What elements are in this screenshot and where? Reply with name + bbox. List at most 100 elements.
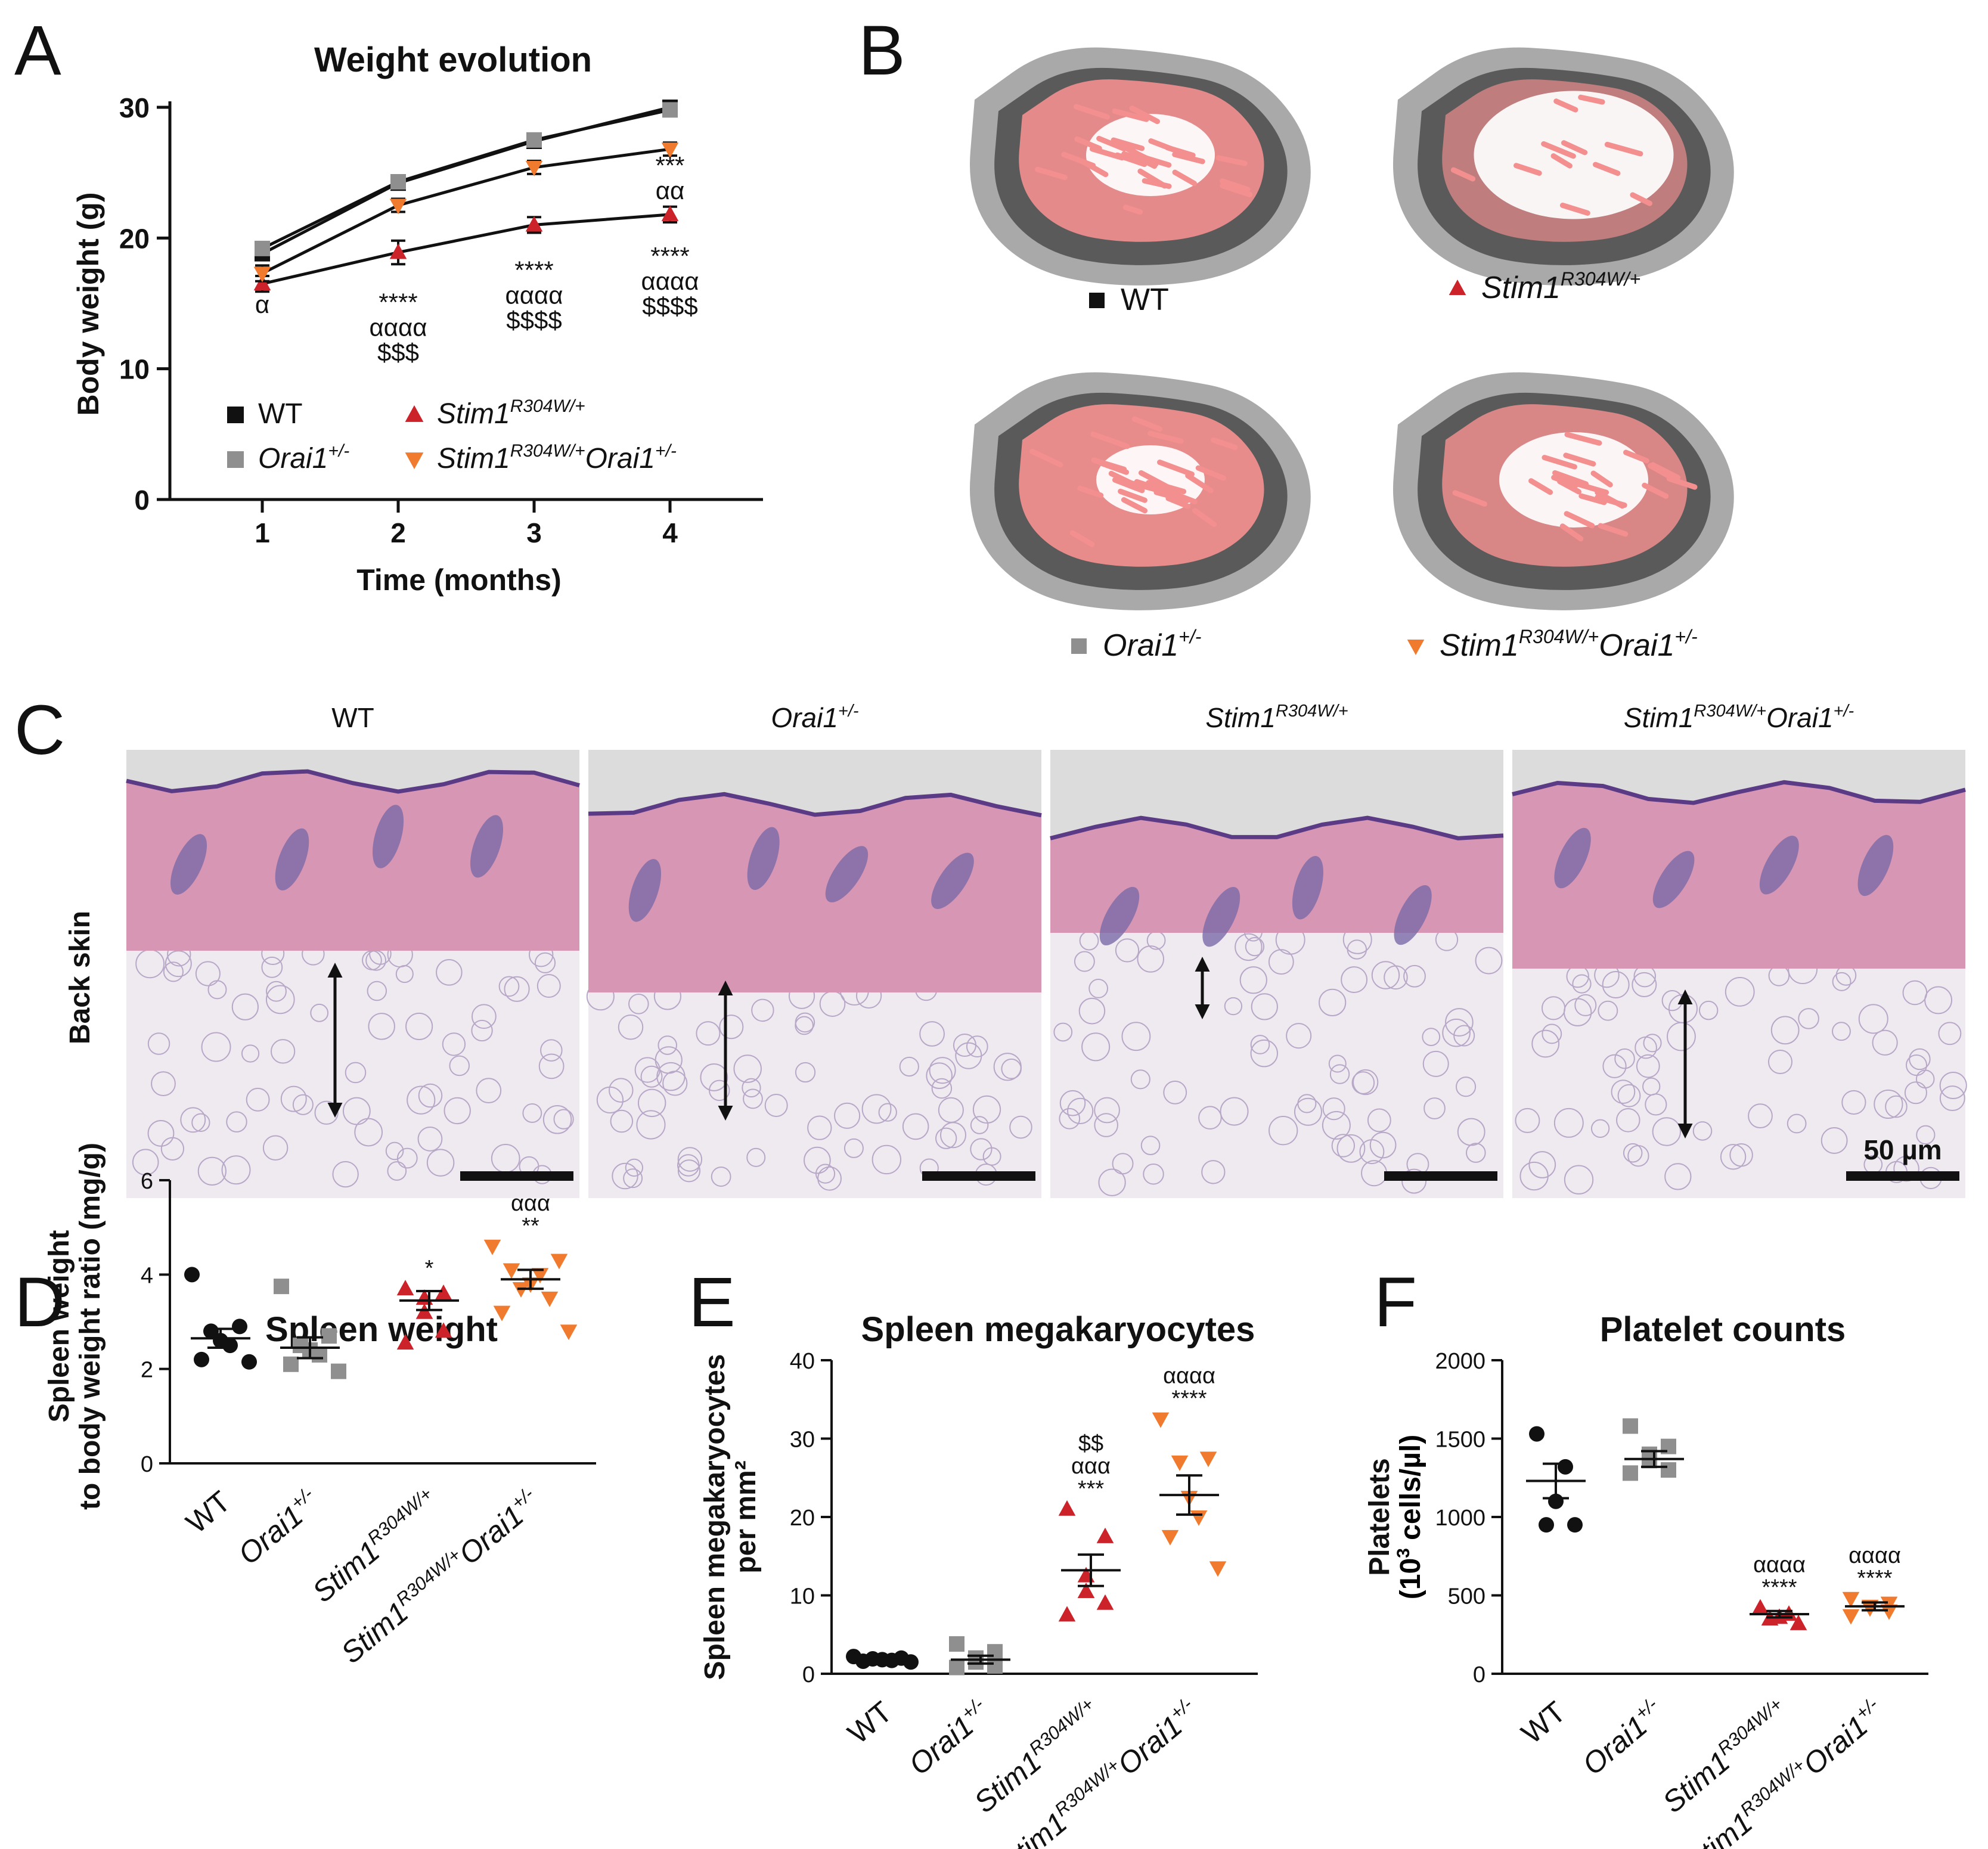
y-tick-label: 6 xyxy=(141,1169,153,1194)
bone-genotype-label: Orai1+/- xyxy=(1071,626,1201,663)
trabecula xyxy=(1157,482,1187,495)
adipocyte xyxy=(292,1094,314,1115)
significance-label: **** xyxy=(514,256,553,284)
data-point xyxy=(493,1305,511,1321)
column-label: WT xyxy=(331,702,374,733)
adipocyte xyxy=(266,981,287,1002)
trabecula xyxy=(1134,479,1155,490)
scale-bar xyxy=(1846,1171,1959,1181)
legend-item: Orai1+/- xyxy=(227,441,349,474)
genotype-name: WT xyxy=(1515,1695,1573,1751)
adipocyte xyxy=(993,1053,1022,1081)
adipocyte xyxy=(919,1021,945,1047)
adipocyte xyxy=(795,1062,816,1083)
y-tick-label: 30 xyxy=(790,1428,815,1453)
adipocyte xyxy=(625,1158,644,1177)
adipocyte xyxy=(677,1147,703,1172)
trabecula xyxy=(1604,141,1643,157)
dermis-layer xyxy=(1050,818,1503,933)
adipocyte xyxy=(1885,1095,1908,1118)
hair-follicle xyxy=(275,828,309,891)
series-line xyxy=(261,108,671,250)
hair-follicle xyxy=(628,859,662,922)
x-tick-label: Orai1+/- xyxy=(1575,1693,1670,1782)
y-tick-label: 20 xyxy=(790,1506,815,1531)
significance-label: **** xyxy=(379,288,417,316)
y-axis-unit: (103 cells/µl) xyxy=(1394,1435,1426,1599)
adipocyte xyxy=(1250,1035,1270,1054)
adipocyte xyxy=(834,1102,861,1129)
data-point xyxy=(987,1644,1003,1660)
adipocyte xyxy=(612,1162,638,1190)
trabecula xyxy=(1112,108,1149,122)
trabecula xyxy=(1650,462,1681,480)
column-label: Stim1R304W/+Orai1+/- xyxy=(1624,702,1854,733)
genotype-name: Orai1 xyxy=(585,443,655,474)
adipocyte xyxy=(221,1155,251,1185)
adipocyte xyxy=(843,1138,864,1158)
adipocyte xyxy=(540,1039,563,1062)
legend-marker xyxy=(1089,293,1105,308)
trabecula xyxy=(1551,474,1579,488)
adipocyte xyxy=(147,1032,170,1055)
adipocyte xyxy=(1336,1134,1366,1163)
data-point xyxy=(541,1291,559,1307)
trabecula xyxy=(1578,493,1607,505)
data-point xyxy=(274,1279,289,1295)
data-point xyxy=(661,142,679,159)
adipocyte xyxy=(1602,971,1630,998)
x-tick-label: 3 xyxy=(526,517,542,548)
adipocyte xyxy=(902,1113,929,1140)
adipocyte xyxy=(1445,1008,1474,1037)
adipocyte xyxy=(743,1088,763,1109)
y-tick-label: 2000 xyxy=(1435,1349,1485,1374)
adipocyte xyxy=(1893,1155,1919,1182)
data-point xyxy=(1842,1591,1860,1608)
y-tick-label: 30 xyxy=(119,92,150,123)
genotype-sup: +/- xyxy=(1674,626,1697,647)
adipocyte xyxy=(342,1097,371,1125)
panel-b: BWT Stim1R304W/+Orai1+/- Stim1R304W/+Orai1… xyxy=(858,11,1734,663)
adipocyte xyxy=(1137,945,1165,973)
adipocyte xyxy=(1602,1054,1627,1078)
genotype-name: Stim1 xyxy=(1624,702,1694,733)
data-point xyxy=(222,1338,238,1354)
panel-letter-e: E xyxy=(688,1263,736,1342)
data-point xyxy=(1171,1455,1189,1471)
genotype-name: Orai1 xyxy=(1766,702,1833,733)
trabecula xyxy=(1118,488,1147,503)
adipocyte xyxy=(1351,1071,1375,1094)
bone-rendering xyxy=(1392,47,1734,286)
data-point xyxy=(661,205,679,221)
group-0: WT xyxy=(180,1267,257,1540)
significance-label: * xyxy=(425,1256,434,1281)
adipocyte xyxy=(354,1118,383,1147)
adipocyte xyxy=(1614,1048,1635,1069)
adipocyte xyxy=(1528,1151,1556,1178)
adipocyte xyxy=(1841,1090,1866,1115)
genotype-sup: R304W/+ xyxy=(1736,1755,1809,1820)
y-tick-label: 10 xyxy=(119,354,150,385)
panel-a: A Weight evolution 0 10 20 30 1 2 3 4 Time (months… xyxy=(14,11,763,597)
adipocyte xyxy=(1286,1023,1312,1049)
trabecula xyxy=(1122,204,1143,215)
adipocyte xyxy=(1163,1080,1187,1105)
genotype-sup: R304W/+ xyxy=(1694,702,1766,721)
adipocyte xyxy=(1564,1165,1594,1195)
adipocyte xyxy=(1466,1143,1486,1163)
adipocyte xyxy=(265,985,295,1015)
data-point xyxy=(253,275,271,291)
adipocyte xyxy=(1239,966,1267,994)
adipocyte xyxy=(1328,1054,1347,1073)
legend-marker xyxy=(1449,280,1466,296)
adipocyte xyxy=(522,1103,542,1123)
adipocyte xyxy=(418,1083,443,1108)
genotype-sup: +/- xyxy=(328,441,349,461)
trabecula xyxy=(1541,141,1576,159)
adipocyte xyxy=(1297,1094,1317,1113)
genotype-sup: +/- xyxy=(655,441,677,461)
bone-genotype-label: Stim1R304W/+ xyxy=(1449,268,1640,305)
x-tick-label: Orai1+/- xyxy=(901,1693,997,1782)
adipocyte xyxy=(231,993,259,1020)
legend-marker xyxy=(1407,639,1425,655)
